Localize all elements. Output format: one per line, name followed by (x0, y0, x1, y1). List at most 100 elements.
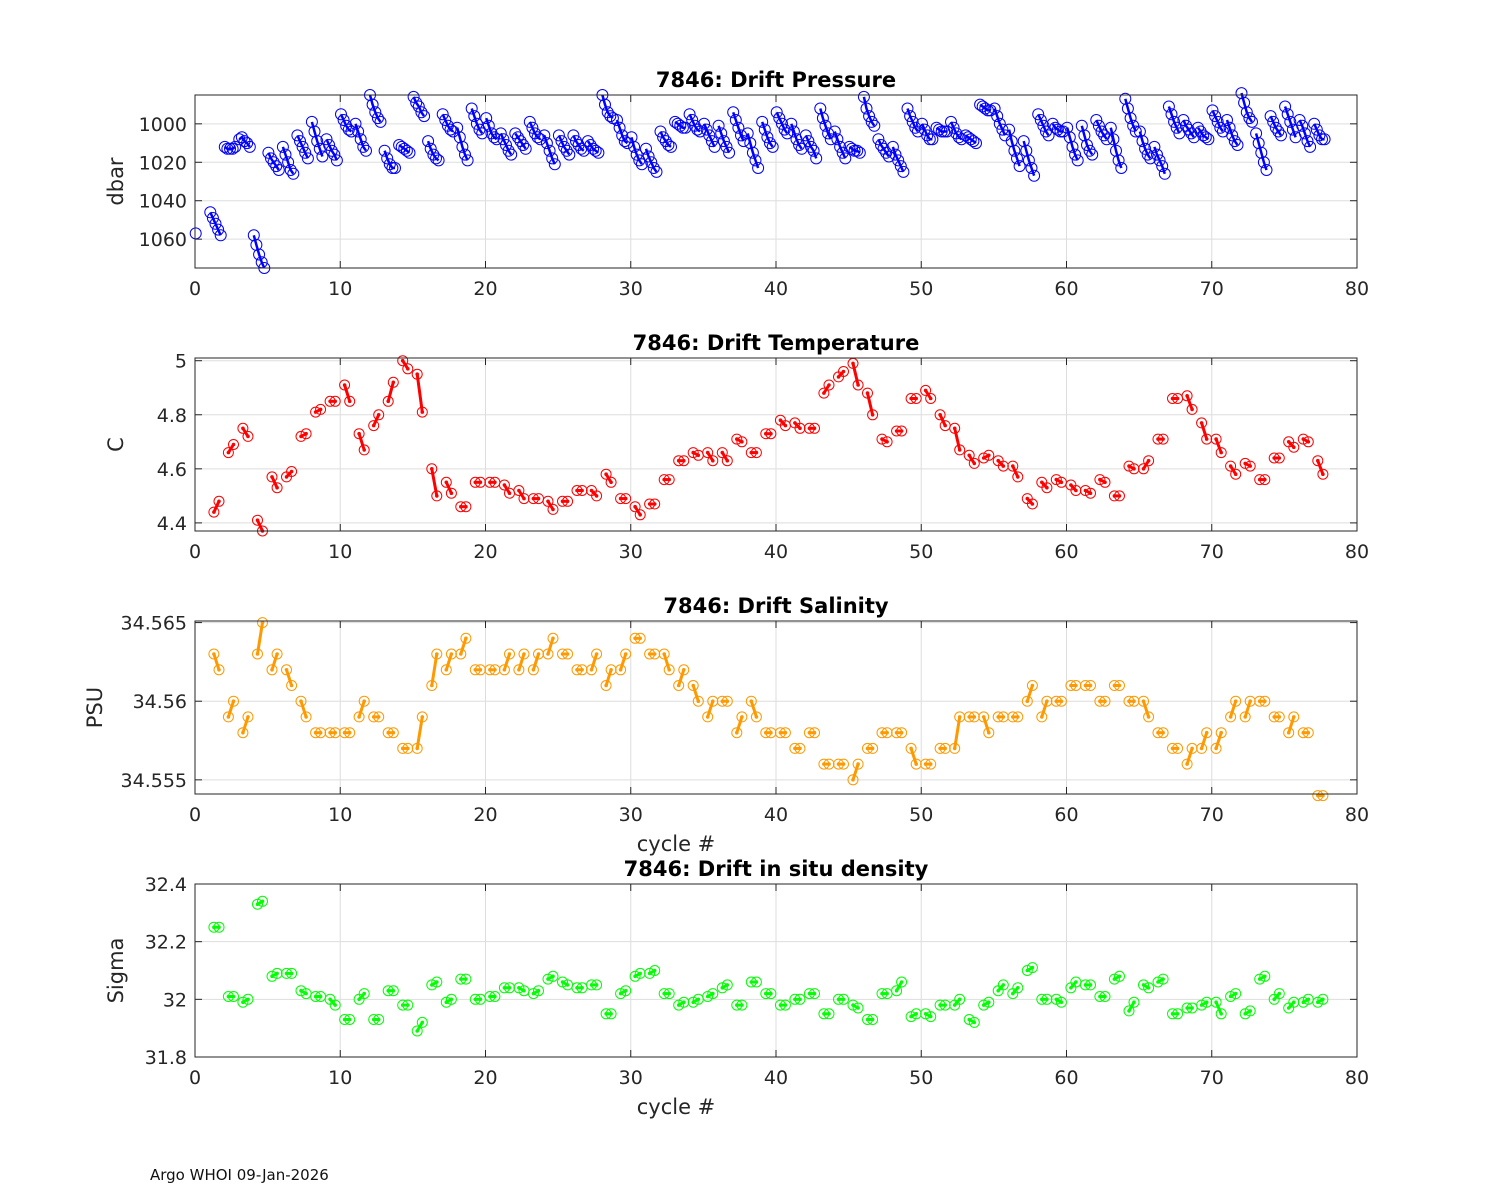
data-point-center (1286, 440, 1291, 444)
data-point-center (304, 991, 308, 996)
data-point-center (691, 683, 695, 688)
data-point (816, 112, 829, 125)
data-point (1312, 996, 1324, 1008)
data-point-center (376, 715, 381, 719)
drift-track-line (1185, 395, 1194, 410)
chart-title: 7846: Drift Temperature (633, 331, 920, 355)
data-point (787, 125, 800, 138)
data-point (518, 493, 530, 505)
data-point-center (623, 652, 628, 656)
data-point-center (943, 1003, 947, 1007)
data-point-center (1074, 980, 1078, 984)
data-point (371, 112, 384, 125)
data-point (460, 632, 472, 644)
data-point (247, 229, 260, 242)
data-point-center (1292, 445, 1296, 450)
data-point (673, 999, 685, 1011)
data-point (1050, 993, 1062, 1005)
data-point (802, 135, 815, 148)
drift-track-line (209, 211, 222, 236)
data-point (1086, 148, 1099, 161)
footer-credit: Argo WHOI 09-Jan-2026 (150, 1166, 329, 1184)
data-point (206, 212, 219, 224)
y-tick-label: 34.555 (121, 770, 187, 792)
data-point-center (812, 991, 817, 996)
data-point (978, 711, 990, 723)
data-point-center (1219, 730, 1223, 735)
data-point (445, 648, 457, 660)
data-point (823, 379, 835, 391)
y-tick-label: 1040 (139, 191, 187, 213)
data-point-center (836, 375, 841, 379)
data-point (286, 680, 298, 691)
data-point (750, 976, 762, 988)
data-point-center (347, 399, 352, 404)
data-point-center (478, 668, 483, 672)
data-point (1021, 965, 1033, 976)
data-point (862, 387, 873, 399)
data-point-center (711, 699, 715, 703)
data-point-center (420, 1020, 425, 1025)
drift-track-line (862, 96, 876, 127)
data-point (618, 135, 631, 148)
data-point (665, 140, 677, 153)
data-point (904, 110, 917, 123)
data-point (1243, 112, 1256, 125)
data-point-center (1103, 699, 1107, 703)
data-point (1162, 100, 1175, 113)
y-tick-label: 32 (163, 989, 187, 1011)
data-point-center (1263, 974, 1267, 979)
data-point-center (682, 668, 686, 672)
data-point-center (1316, 458, 1320, 463)
data-point-center (507, 491, 512, 496)
data-point (729, 114, 742, 126)
data-point (1210, 742, 1222, 754)
data-point-center (783, 1003, 788, 1007)
data-point-center (885, 440, 889, 444)
x-tick-label: 50 (909, 278, 933, 300)
data-point (721, 695, 733, 707)
x-tick-label: 20 (473, 541, 497, 563)
data-point (517, 139, 530, 151)
data-point (654, 125, 667, 138)
data-point-center (430, 683, 434, 688)
data-point (918, 123, 931, 136)
data-point-center (1243, 715, 1247, 719)
data-point-center (284, 668, 289, 672)
x-tick-label: 0 (189, 278, 201, 300)
data-point-center (987, 1000, 991, 1004)
data-point-center (1045, 485, 1049, 490)
data-point-center (551, 507, 555, 512)
data-point (286, 466, 298, 477)
data-point-center (246, 434, 250, 439)
x-tick-label: 70 (1200, 804, 1224, 826)
data-point (794, 742, 806, 754)
data-point (1110, 144, 1122, 157)
data-point (335, 108, 347, 121)
data-point-center (638, 636, 642, 641)
data-point-center (275, 971, 279, 976)
data-point-center (652, 652, 657, 656)
data-point (498, 479, 510, 491)
data-point (310, 406, 322, 418)
data-point-center (1263, 699, 1267, 703)
data-point-center (1001, 715, 1006, 719)
data-point (1079, 485, 1091, 496)
data-point (658, 648, 670, 660)
data-point (970, 137, 982, 150)
x-tick-label: 40 (764, 1067, 788, 1089)
data-point-center (769, 991, 773, 996)
data-point (1063, 131, 1076, 144)
data-point-center (226, 715, 231, 719)
data-point (611, 114, 623, 126)
data-point-center (415, 1029, 420, 1033)
data-point (881, 436, 893, 448)
data-point-center (493, 668, 497, 672)
drift-track-line (415, 373, 424, 413)
drift-track-line (267, 152, 280, 171)
data-point-center (1132, 467, 1136, 471)
y-axis-label: PSU (83, 687, 107, 728)
data-point (683, 108, 696, 121)
data-point-center (391, 380, 396, 385)
data-point (299, 146, 312, 159)
